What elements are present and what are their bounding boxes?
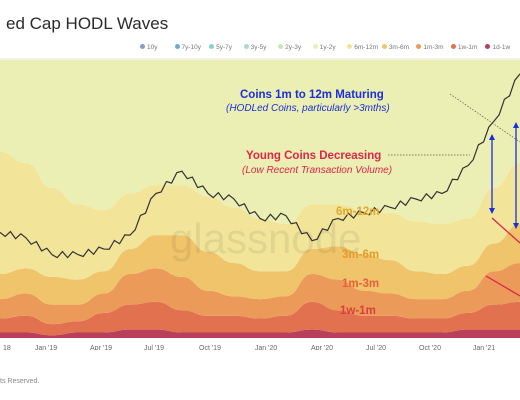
legend-label: 6m-12m bbox=[354, 44, 379, 51]
legend-item-3y-5y[interactable]: 3y-5y bbox=[243, 44, 267, 51]
x-axis-ticks: 18 Jan '19 Apr '19 Jul '19 Oct '19 Jan '20 Apr… bbox=[3, 345, 495, 350]
legend-dot bbox=[312, 44, 318, 49]
legend-item-1y-2y[interactable]: 1y-2y bbox=[312, 44, 336, 51]
x-tick-label: Jan '21 bbox=[473, 345, 495, 350]
price-line bbox=[0, 73, 520, 259]
legend-label: 3m-6m bbox=[388, 44, 410, 51]
legend-dot bbox=[485, 44, 491, 49]
legend-dot bbox=[278, 44, 284, 49]
legend-item-3m-6m[interactable]: 3m-6m bbox=[381, 44, 410, 51]
legend-dot bbox=[347, 44, 353, 49]
chart-area: glassnode 18 Jan '19 Apr '19 Jul '19 Oct '19… bbox=[0, 58, 520, 350]
legend: 10y 7y-10y 5y-7y 3y-5y 2y-3y 1y-2y 6m-12m 3m-6m… bbox=[140, 44, 520, 58]
legend-label: 1y-2y bbox=[319, 44, 336, 51]
band-label-3m-6m: 3m-6m bbox=[342, 249, 379, 261]
annotation-young-title: Young Coins Decreasing bbox=[246, 150, 381, 162]
legend-label: 2y-3y bbox=[285, 44, 302, 51]
x-tick-label: Oct '19 bbox=[199, 345, 221, 350]
legend-label: 7y-10y bbox=[181, 44, 202, 51]
legend-label: 3y-5y bbox=[250, 44, 267, 51]
legend-item-1m-3m[interactable]: 1m-3m bbox=[416, 44, 444, 51]
arrow-young-2 bbox=[485, 275, 520, 297]
arrow-young-1 bbox=[491, 217, 520, 244]
legend-item-6m-12m[interactable]: 6m-12m bbox=[347, 44, 378, 51]
legend-dot bbox=[174, 44, 180, 49]
x-tick-label: Jan '20 bbox=[255, 345, 277, 350]
legend-dot bbox=[450, 44, 456, 49]
x-tick-label: Apr '20 bbox=[311, 345, 333, 350]
legend-dot bbox=[381, 44, 387, 49]
annotation-young-subtitle: (Low Recent Transaction Volume) bbox=[242, 165, 392, 176]
x-tick-label: Apr '19 bbox=[90, 345, 112, 350]
x-tick-label: Jul '20 bbox=[366, 345, 386, 350]
hodl-bands bbox=[0, 58, 520, 338]
band-label-1m-3m: 1m-3m bbox=[342, 278, 379, 290]
chart-title: ed Cap HODL Waves bbox=[6, 14, 169, 33]
legend-item-2y-3y[interactable]: 2y-3y bbox=[278, 44, 301, 51]
band-label-1w-1m: 1w-1m bbox=[340, 305, 376, 317]
legend-item-1w-1m[interactable]: 1w-1m bbox=[450, 44, 478, 51]
legend-item-10y[interactable]: 10y bbox=[140, 44, 157, 51]
band-1m-3m bbox=[0, 262, 520, 325]
legend-item-1d-1w[interactable]: 1d-1w bbox=[485, 44, 510, 51]
legend-label: 1w-1m bbox=[457, 44, 478, 51]
legend-dot bbox=[416, 44, 422, 49]
legend-dot bbox=[140, 44, 145, 49]
x-tick-label: Jul '19 bbox=[144, 345, 164, 350]
band-upper bbox=[0, 58, 520, 60]
legend-dot bbox=[209, 44, 215, 49]
legend-label: 5y-7y bbox=[216, 44, 232, 51]
annotation-maturing-title: Coins 1m to 12m Maturing bbox=[240, 89, 384, 101]
band-3m-6m bbox=[0, 224, 520, 305]
band-1w-1m bbox=[0, 301, 520, 336]
band-label-6m-12m: 6m-12m bbox=[336, 206, 379, 218]
legend-label: 10y bbox=[147, 44, 158, 51]
watermark: glassnode bbox=[170, 215, 361, 262]
band-1y-2y bbox=[0, 60, 520, 225]
band-6m-12m bbox=[0, 151, 520, 280]
footer-text: ts Reserved. bbox=[0, 378, 40, 385]
legend-label: 1m-3m bbox=[423, 44, 444, 51]
maturing-pointer bbox=[449, 93, 520, 143]
x-tick-label: Oct '20 bbox=[419, 345, 441, 350]
legend-dot bbox=[243, 44, 249, 49]
annotation-maturing-subtitle: (HODLed Coins, particularly >3mths) bbox=[226, 103, 390, 114]
band-1d-1w bbox=[0, 329, 520, 338]
legend-label: 1d-1w bbox=[492, 44, 511, 51]
legend-item-7y-10y[interactable]: 7y-10y bbox=[174, 44, 202, 51]
x-tick-label: Jan '19 bbox=[35, 345, 57, 350]
legend-item-5y-7y[interactable]: 5y-7y bbox=[209, 44, 232, 51]
x-tick-label: 18 bbox=[3, 345, 11, 350]
